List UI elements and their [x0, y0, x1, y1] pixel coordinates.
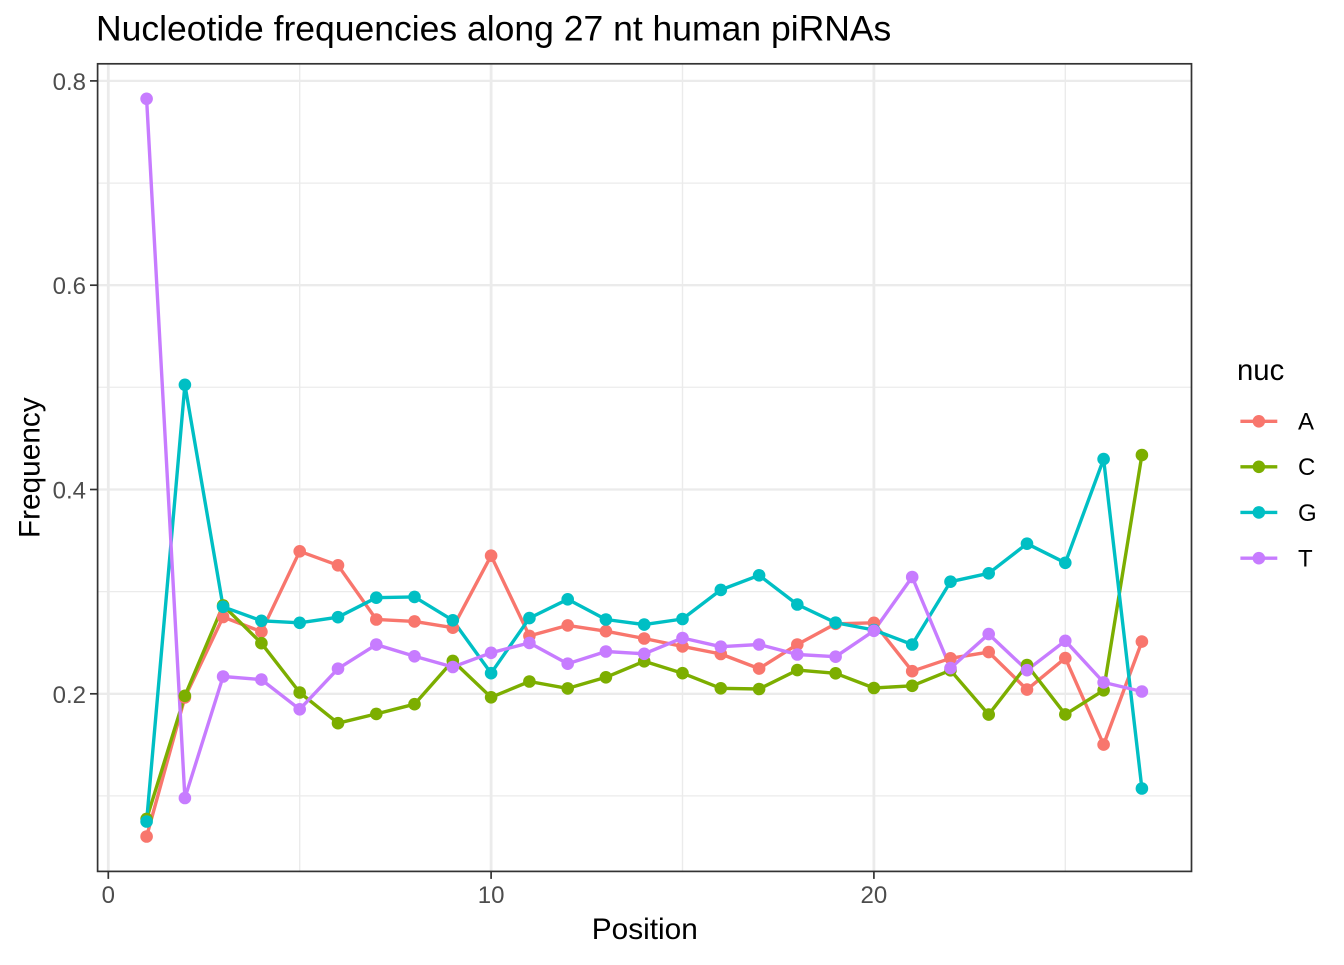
svg-text:A: A: [1298, 409, 1314, 436]
svg-text:0.8: 0.8: [53, 69, 86, 96]
svg-text:20: 20: [861, 882, 888, 909]
svg-text:T: T: [1298, 546, 1313, 573]
svg-text:0.2: 0.2: [53, 682, 86, 709]
svg-text:Nucleotide frequencies along 2: Nucleotide frequencies along 27 nt human…: [96, 9, 891, 49]
svg-text:Position: Position: [592, 913, 698, 946]
svg-text:nuc: nuc: [1237, 354, 1284, 387]
svg-text:0.6: 0.6: [53, 273, 86, 300]
svg-text:0: 0: [102, 882, 115, 909]
svg-text:10: 10: [478, 882, 505, 909]
svg-text:0.4: 0.4: [53, 478, 86, 505]
svg-text:C: C: [1298, 454, 1315, 481]
svg-text:Frequency: Frequency: [14, 397, 47, 538]
svg-text:G: G: [1298, 500, 1317, 527]
